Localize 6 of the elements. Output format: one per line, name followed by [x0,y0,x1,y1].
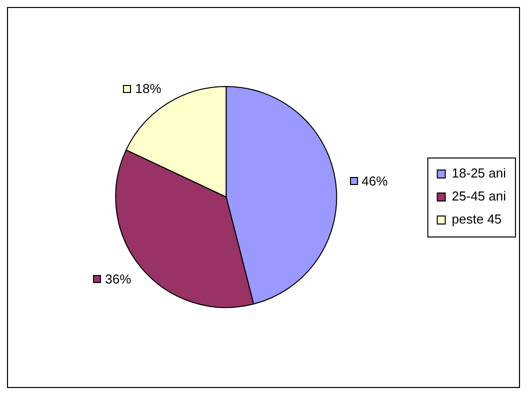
legend-label: 18-25 ani [452,166,506,181]
data-label: 46% [362,173,388,188]
data-label: 18% [135,81,162,96]
legend-label: 25-45 ani [452,188,506,204]
legend-label: peste 45 [452,212,502,227]
data-label: 36% [105,271,132,286]
